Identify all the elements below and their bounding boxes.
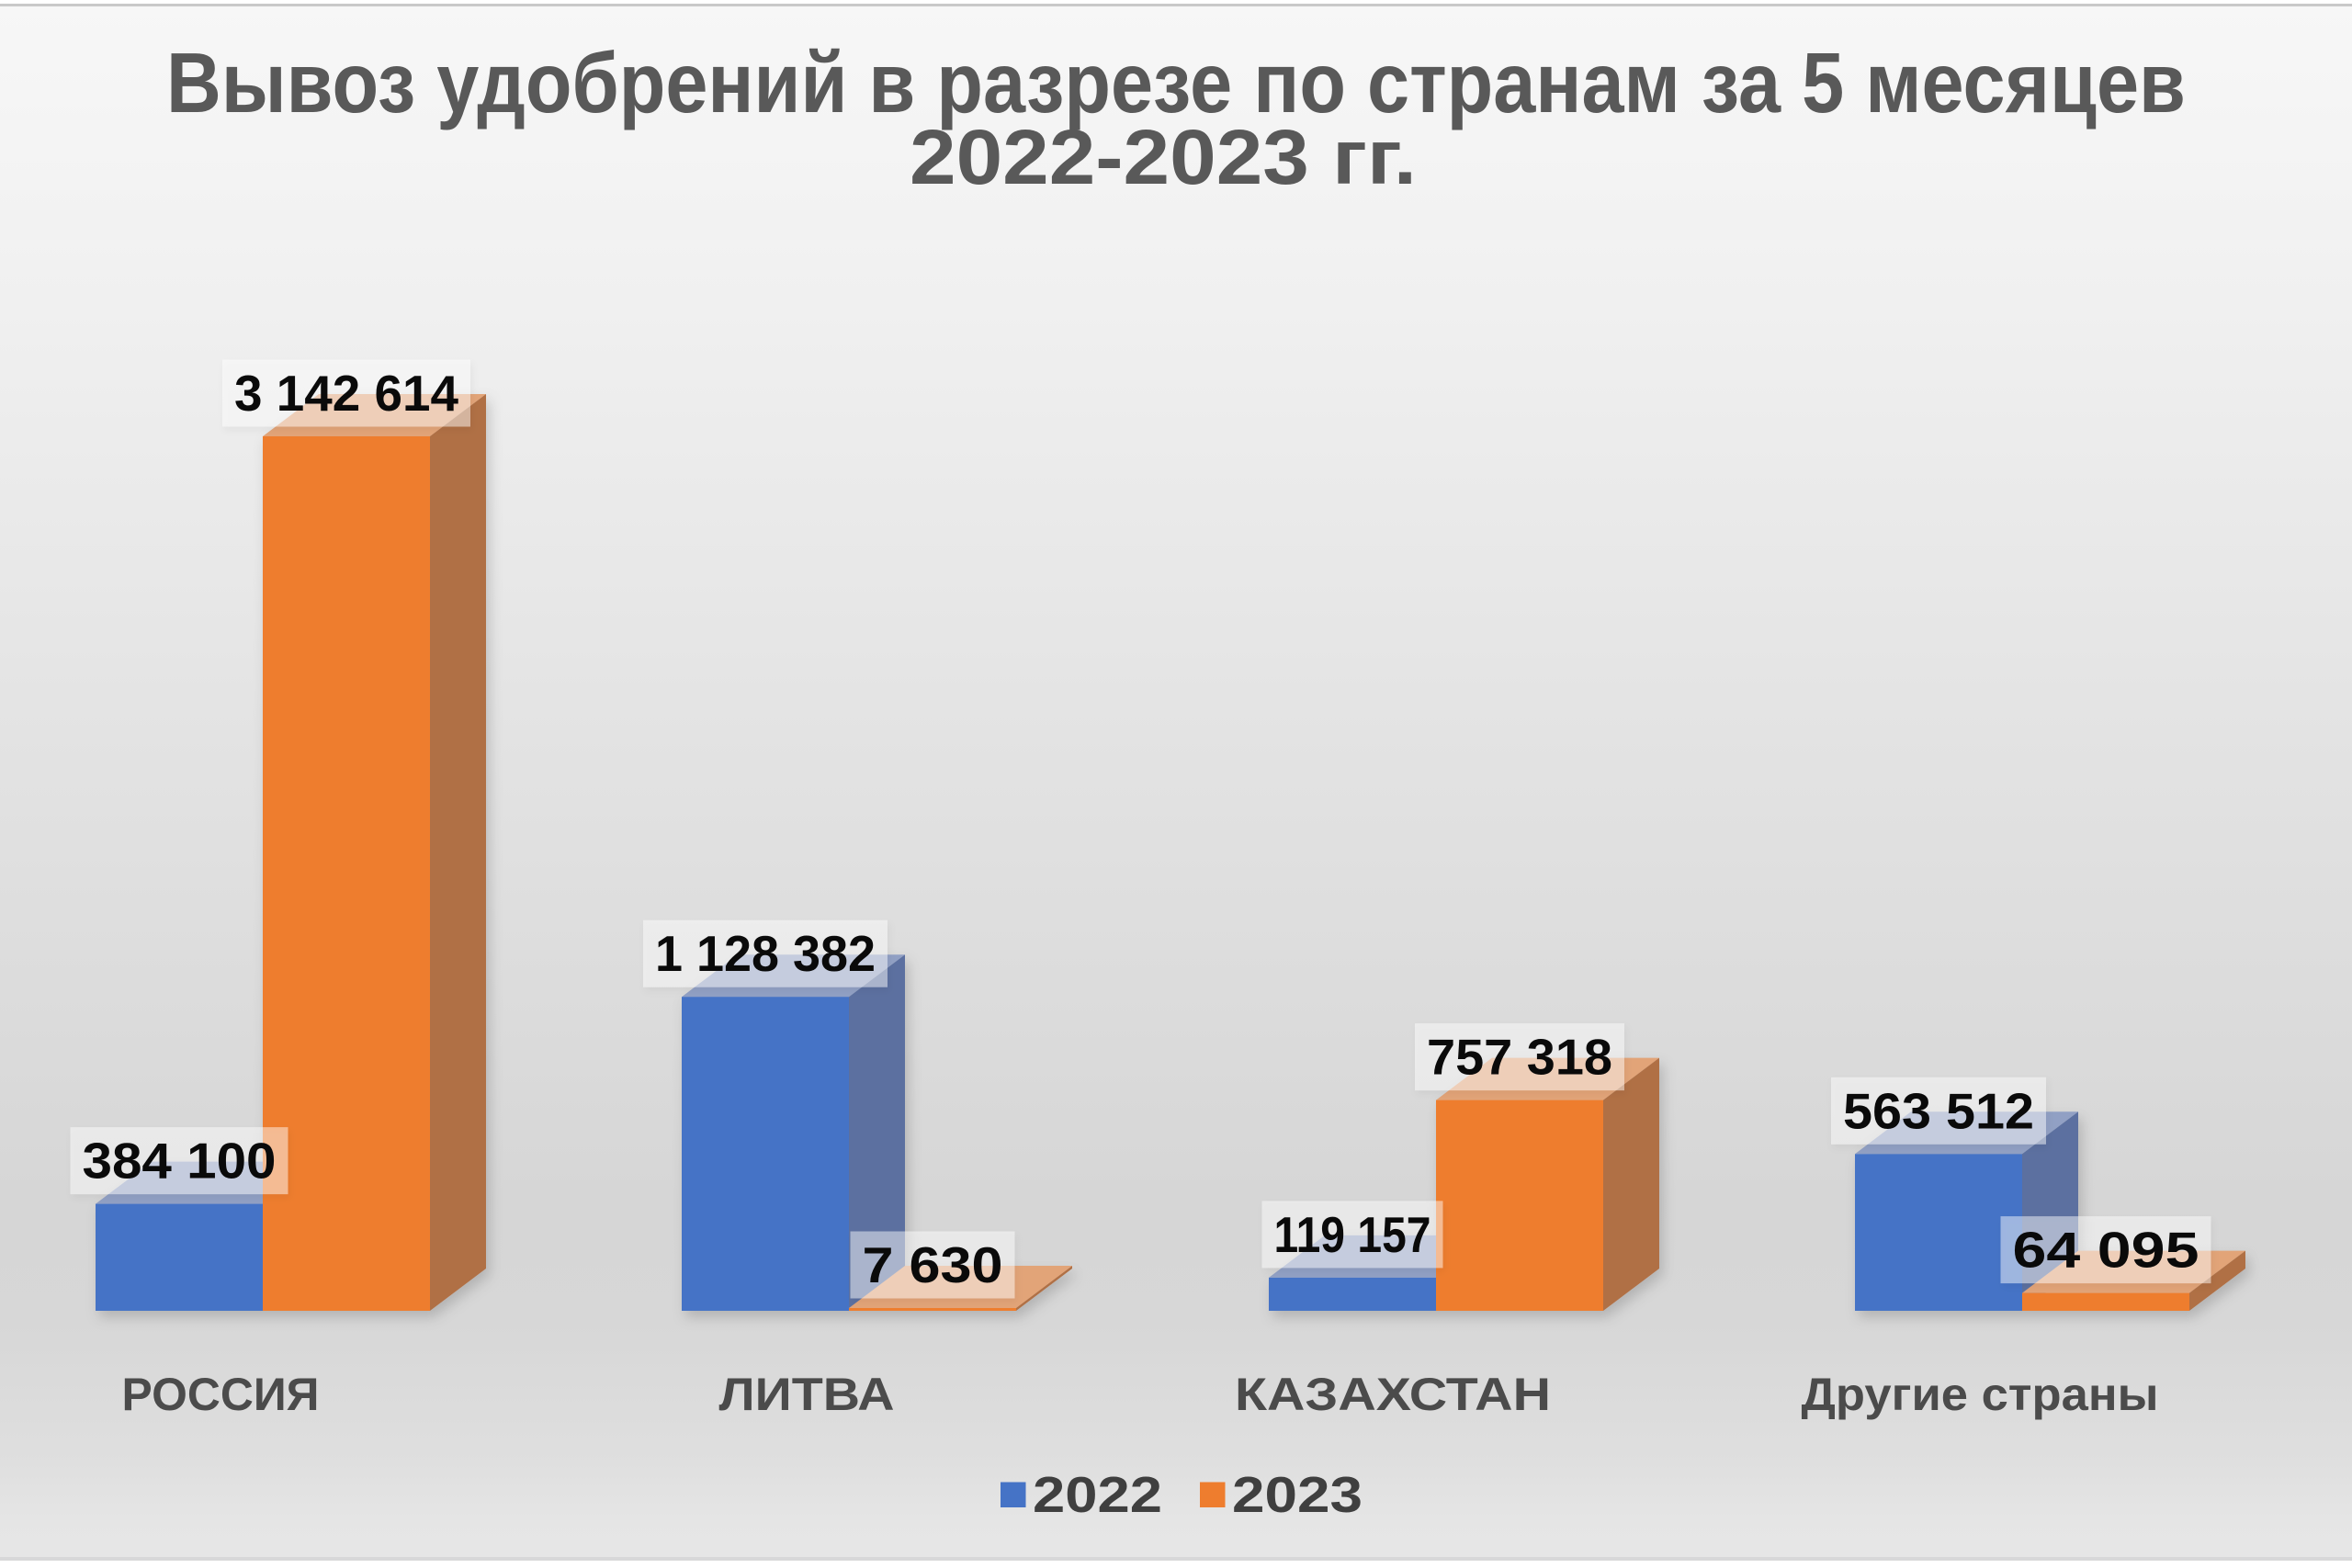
svg-text:2022-2023 гг.: 2022-2023 гг. bbox=[910, 114, 1417, 200]
svg-text:563 512: 563 512 bbox=[1843, 1082, 2034, 1139]
svg-text:КАЗАХСТАН: КАЗАХСТАН bbox=[1235, 1369, 1551, 1420]
svg-text:1 128 382: 1 128 382 bbox=[655, 925, 876, 982]
svg-text:757 318: 757 318 bbox=[1427, 1029, 1612, 1086]
svg-text:119 157: 119 157 bbox=[1274, 1206, 1431, 1263]
svg-text:РОССИЯ: РОССИЯ bbox=[122, 1369, 320, 1420]
svg-text:7 630: 7 630 bbox=[863, 1236, 1003, 1293]
svg-text:2023: 2023 bbox=[1232, 1466, 1363, 1523]
svg-text:384 100: 384 100 bbox=[83, 1133, 277, 1190]
svg-text:ЛИТВА: ЛИТВА bbox=[719, 1369, 895, 1420]
svg-text:Другие страны: Другие страны bbox=[1802, 1369, 2159, 1420]
svg-text:2022: 2022 bbox=[1033, 1466, 1162, 1523]
svg-text:Вывоз удобрений в разрезе по с: Вывоз удобрений в разрезе по странам за … bbox=[166, 35, 2186, 130]
svg-text:64 095: 64 095 bbox=[2013, 1222, 2199, 1279]
svg-text:3 142 614: 3 142 614 bbox=[234, 365, 458, 422]
